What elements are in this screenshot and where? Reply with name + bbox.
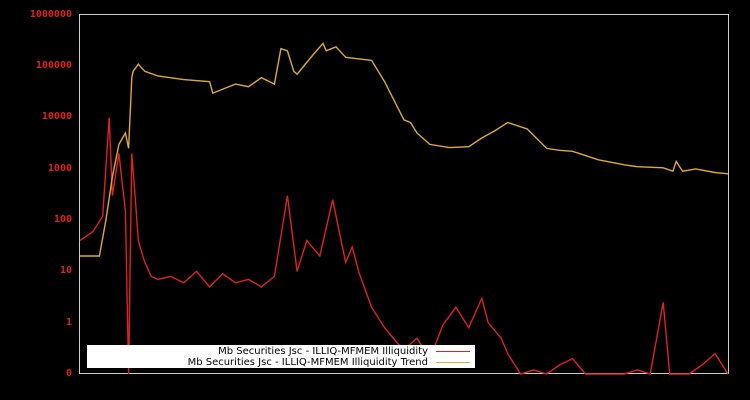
- y-tick-label: 1: [65, 317, 72, 328]
- legend-swatch: [436, 351, 470, 352]
- legend-swatch: [436, 362, 470, 363]
- y-tick-label: 10000: [41, 111, 72, 122]
- legend-label: Mb Securities Jsc - ILLIQ-MFMEM Illiquid…: [187, 357, 428, 368]
- y-tick-label: 10: [59, 265, 72, 276]
- y-tick-label: 0: [65, 368, 72, 379]
- plot-area: [79, 14, 729, 374]
- legend: Mb Securities Jsc - ILLIQ-MFMEM Illiquid…: [87, 345, 475, 368]
- illiquidity-trend-line: [80, 42, 729, 257]
- legend-label: Mb Securities Jsc - ILLIQ-MFMEM Illiquid…: [218, 346, 428, 357]
- y-tick-label: 100000: [35, 60, 72, 71]
- illiquidity-line: [79, 117, 729, 375]
- legend-item-illiquidity-trend: Mb Securities Jsc - ILLIQ-MFMEM Illiquid…: [188, 357, 470, 368]
- legend-item-illiquidity: Mb Securities Jsc - ILLIQ-MFMEM Illiquid…: [218, 346, 470, 357]
- y-tick-label: 1000000: [29, 9, 72, 20]
- y-tick-label: 1000: [47, 163, 72, 174]
- y-tick-label: 100: [53, 214, 72, 225]
